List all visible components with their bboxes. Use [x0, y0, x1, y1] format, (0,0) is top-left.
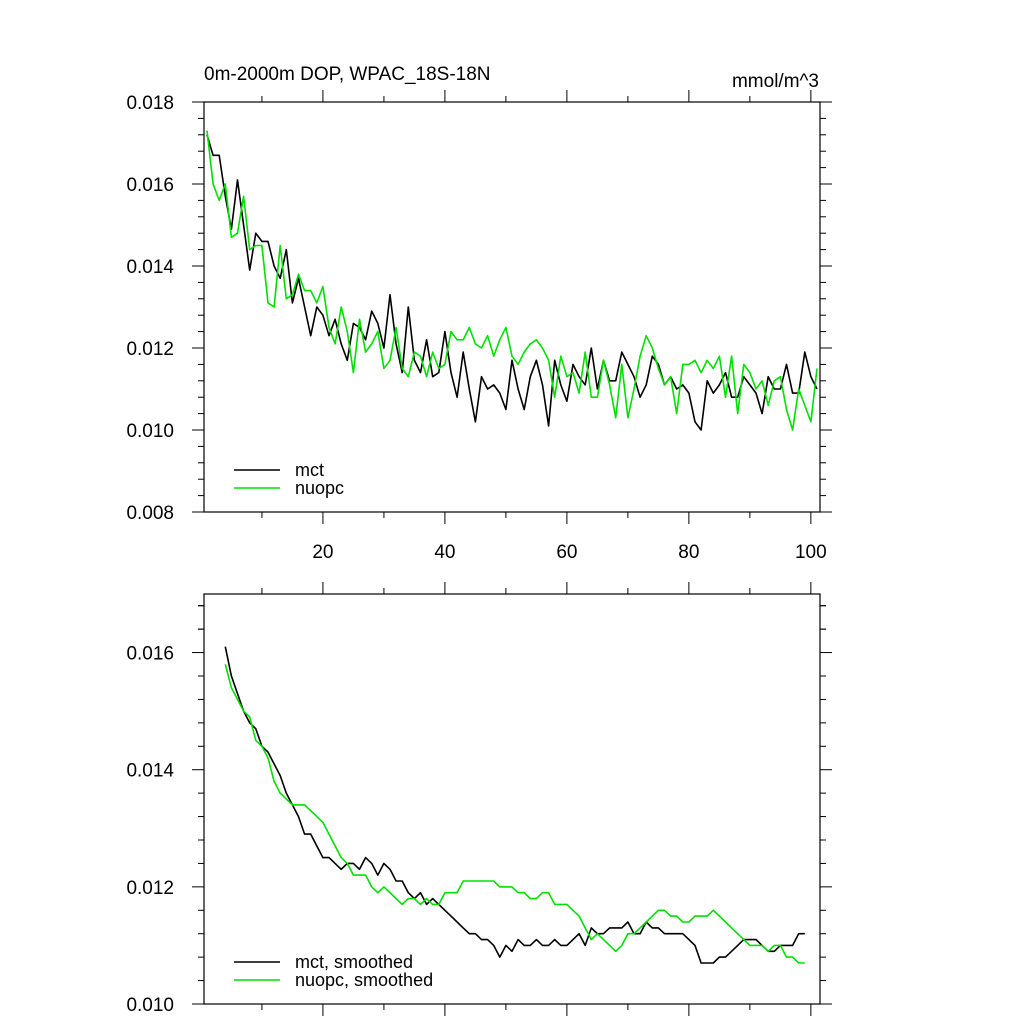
x-tick-label: 60 — [556, 542, 577, 563]
x-tick-label: 20 — [312, 542, 333, 563]
legend-label: mct, smoothed — [295, 952, 413, 972]
plot-frame — [203, 101, 821, 513]
legend-label: nuopc, smoothed — [295, 970, 433, 990]
bottom-panel: 0.010 0.012 0.014 0.016 mct, smoothednuopc, … — [126, 582, 832, 1016]
tick-marks — [192, 90, 832, 524]
y-tick-label: 0.010 — [126, 995, 174, 1016]
y-tick-label: 0.016 — [126, 644, 174, 665]
series-line-nuopc — [206, 130, 818, 431]
tick-marks — [192, 582, 832, 1016]
y-tick-label: 0.016 — [126, 175, 174, 196]
x-tick-label: 40 — [434, 542, 455, 563]
y-tick-label: 0.014 — [126, 761, 174, 782]
x-tick-label: 80 — [678, 542, 699, 563]
y-tick-label: 0.008 — [126, 503, 174, 524]
legend-label: mct — [295, 460, 324, 480]
figure-title: 0m-2000m DOP, WPAC_18S-18N — [204, 64, 491, 85]
x-tick-label: 100 — [795, 542, 827, 563]
y-tick-label: 0.018 — [126, 93, 174, 114]
y-tick-label: 0.014 — [126, 257, 174, 278]
top-panel: 0.008 0.010 0.012 0.014 0.016 0.018 20 40 60 80 10… — [126, 90, 832, 563]
y-tick-label: 0.010 — [126, 421, 174, 442]
units-label: mmol/m^3 — [732, 71, 819, 92]
y-tick-label: 0.012 — [126, 339, 174, 360]
legend-label: nuopc — [295, 478, 344, 498]
series-line-mct — [206, 134, 818, 431]
series-line-mct-smoothed — [224, 646, 805, 964]
plot-frame — [203, 593, 821, 1005]
series-line-nuopc-smoothed — [224, 664, 805, 964]
y-tick-label: 0.012 — [126, 878, 174, 899]
